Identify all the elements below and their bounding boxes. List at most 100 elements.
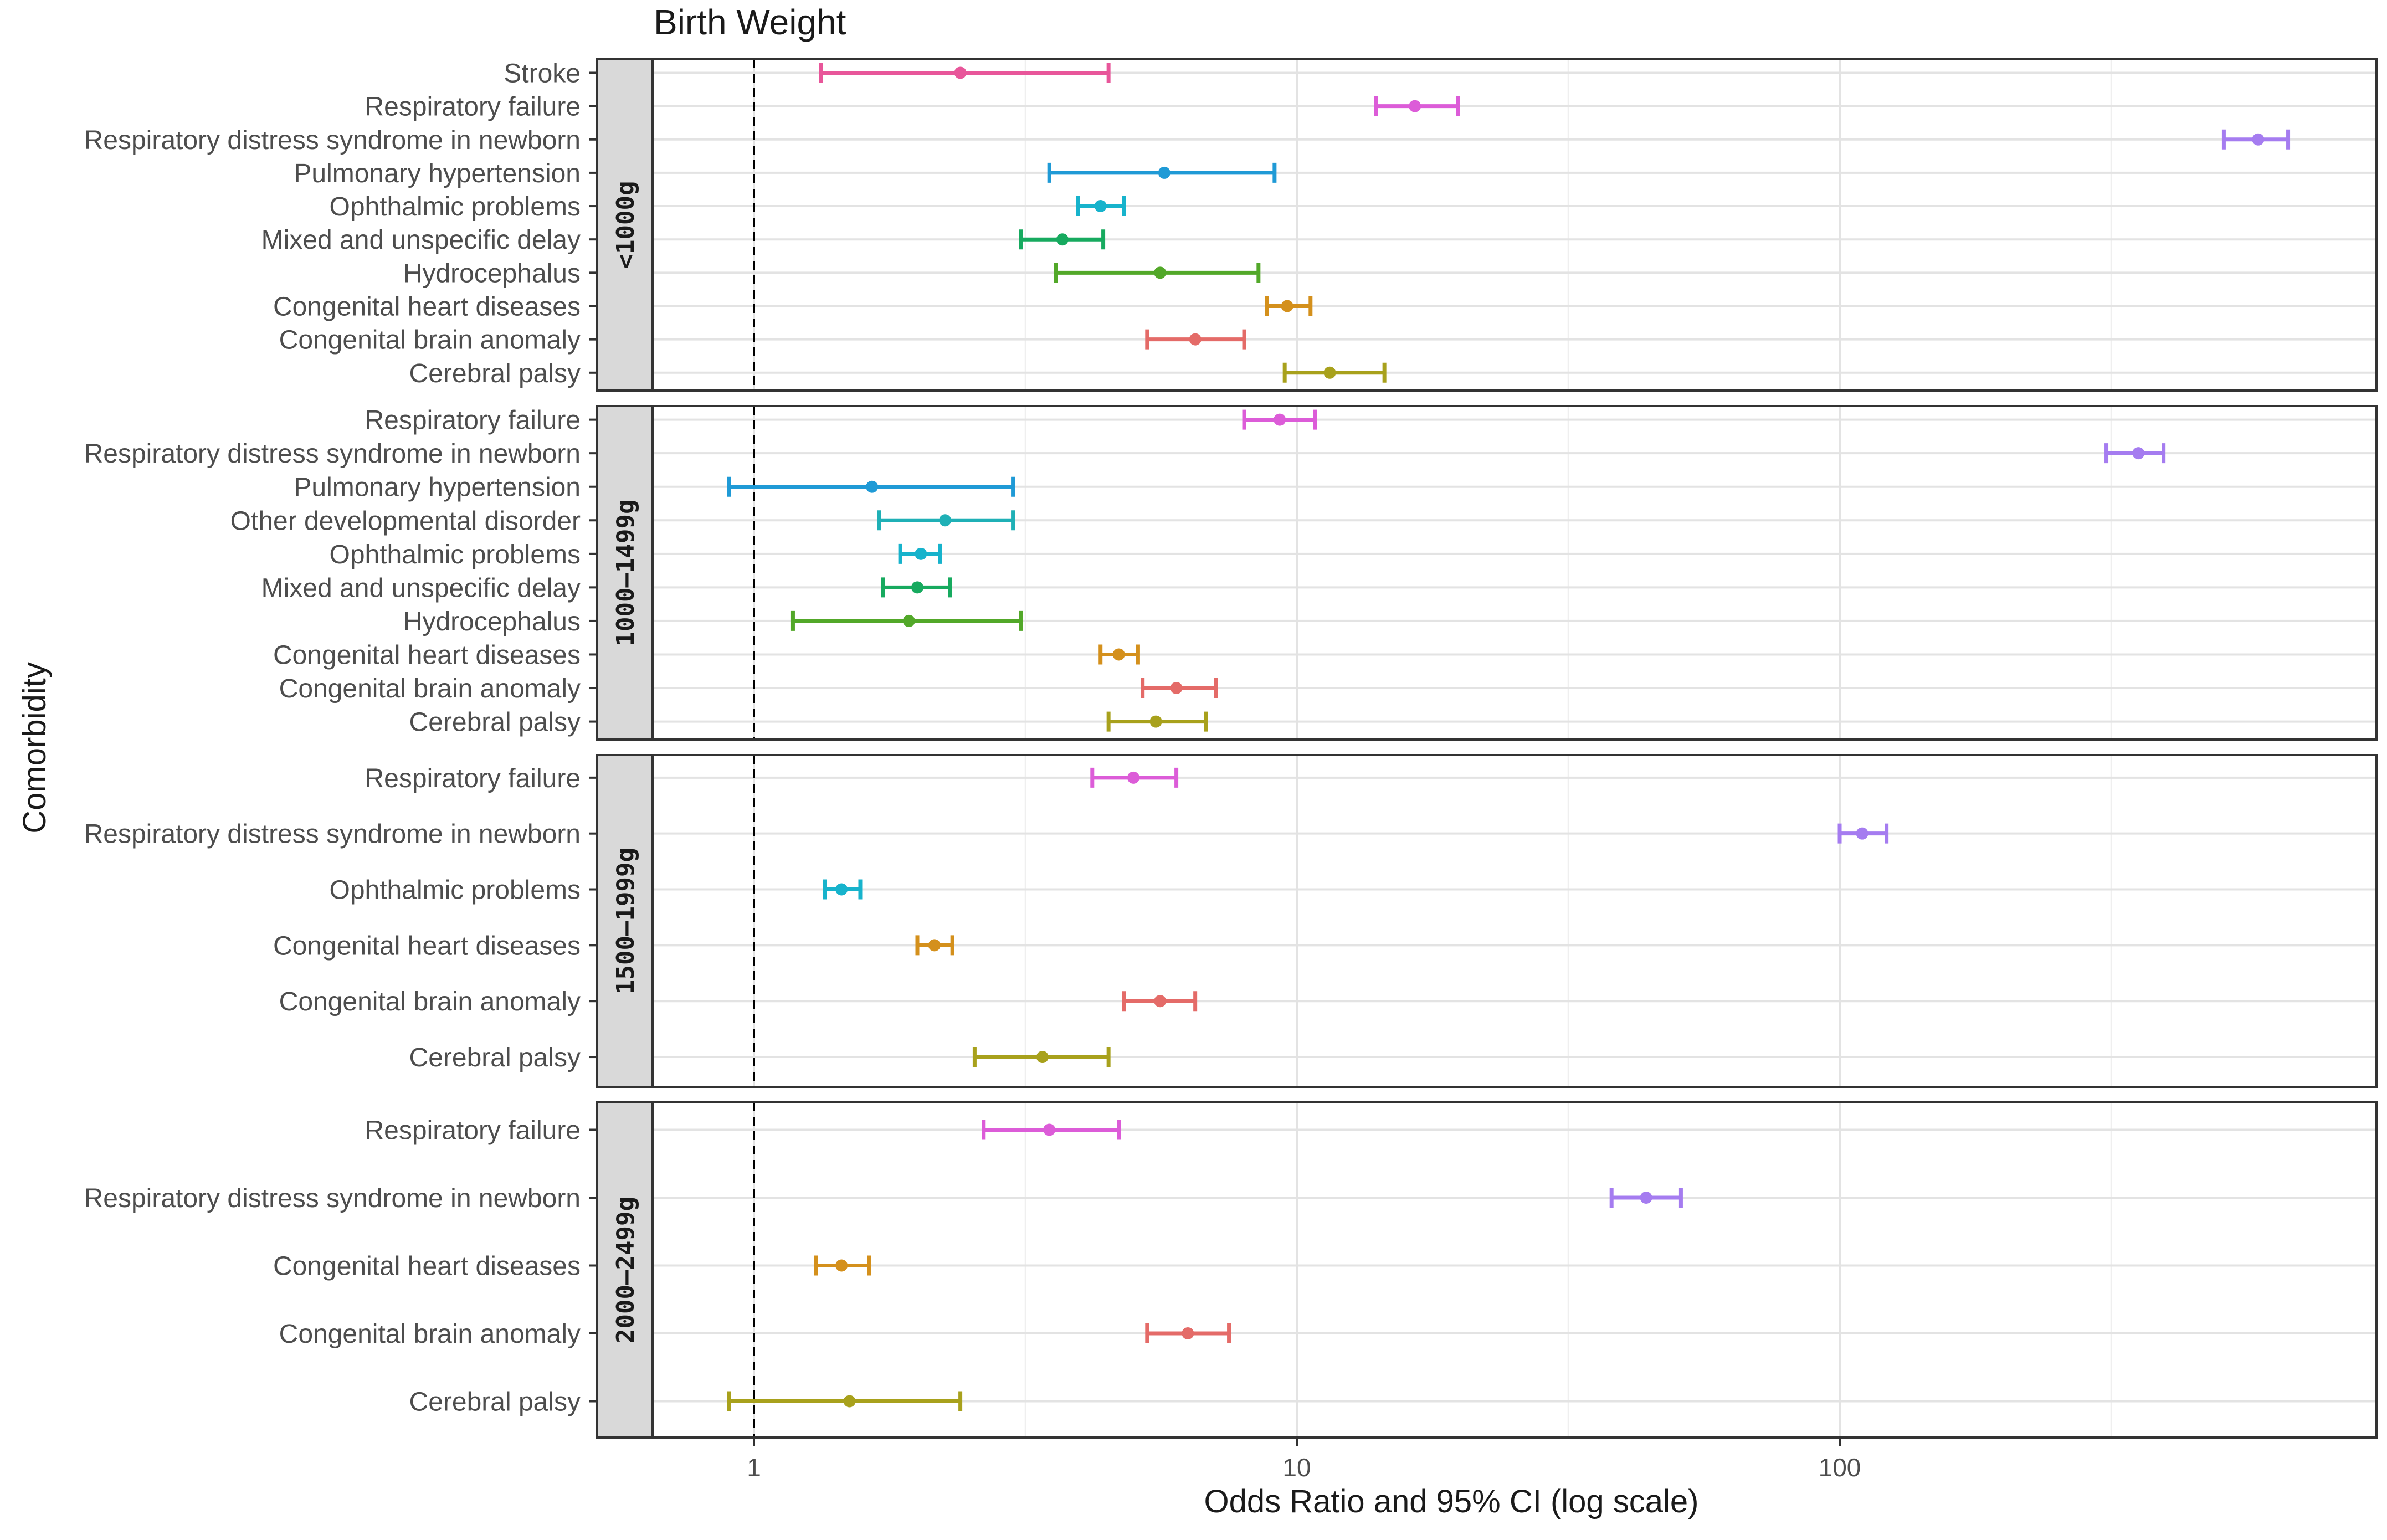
x-tick-label: 100 bbox=[1819, 1453, 1861, 1482]
y-tick-label: Stroke bbox=[504, 59, 581, 88]
y-tick-label: Congenital heart diseases bbox=[273, 931, 581, 961]
or-point bbox=[1281, 300, 1293, 312]
y-tick-label: Congenital brain anomaly bbox=[279, 326, 581, 355]
x-tick-label: 10 bbox=[1282, 1453, 1311, 1482]
y-tick-label: Hydrocephalus bbox=[403, 259, 581, 288]
or-row-respiratory-distress-syndrome-in-newborn bbox=[1837, 823, 1889, 844]
or-point bbox=[1056, 233, 1069, 246]
or-point bbox=[1149, 715, 1162, 728]
y-tick-label: Congenital heart diseases bbox=[273, 640, 581, 670]
y-tick-label: Congenital heart diseases bbox=[273, 1252, 581, 1281]
y-tick-label: Respiratory distress syndrome in newborn bbox=[84, 1184, 581, 1213]
y-tick-label: Respiratory distress syndrome in newborn bbox=[84, 439, 581, 469]
or-point bbox=[1856, 827, 1868, 840]
or-row-pulmonary-hypertension bbox=[727, 476, 1015, 497]
facet-strip bbox=[596, 1101, 654, 1439]
or-row-pulmonary-hypertension bbox=[1047, 162, 1277, 183]
or-row-congenital-brain-anomaly bbox=[1145, 329, 1246, 350]
or-row-congenital-brain-anomaly bbox=[1122, 991, 1198, 1012]
or-point bbox=[1158, 166, 1171, 179]
panel-background bbox=[653, 755, 2376, 1087]
or-point bbox=[866, 480, 879, 493]
facet-strip bbox=[596, 405, 654, 741]
or-row-ophthalmic-problems bbox=[898, 543, 942, 564]
or-point bbox=[843, 1395, 856, 1408]
panel-border bbox=[651, 58, 2378, 392]
or-point bbox=[939, 514, 952, 527]
or-point bbox=[911, 581, 924, 594]
y-tick-label: Respiratory failure bbox=[365, 1116, 581, 1146]
facet-strip-label: 1500–1999g bbox=[612, 848, 640, 994]
or-row-cerebral-palsy bbox=[1282, 362, 1387, 383]
y-tick-label: Respiratory failure bbox=[365, 406, 581, 435]
y-tick-label: Pulmonary hypertension bbox=[294, 473, 581, 502]
panel-background bbox=[653, 406, 2376, 740]
facet-panel-1: Stroke Respiratory failure Respiratory dis… bbox=[84, 58, 2378, 392]
y-axis-label: Comorbidity bbox=[17, 662, 53, 833]
or-point bbox=[1043, 1123, 1056, 1136]
or-point bbox=[1170, 682, 1183, 695]
or-row-respiratory-distress-syndrome-in-newborn bbox=[1609, 1188, 1683, 1208]
or-row-respiratory-failure bbox=[1374, 96, 1460, 116]
or-point bbox=[1112, 648, 1125, 661]
or-row-respiratory-failure bbox=[1090, 767, 1179, 788]
or-row-respiratory-failure bbox=[982, 1120, 1121, 1140]
y-tick-label: Ophthalmic problems bbox=[329, 192, 581, 222]
or-point bbox=[1274, 413, 1286, 426]
y-tick-label: Cerebral palsy bbox=[409, 359, 581, 388]
or-point bbox=[1323, 366, 1336, 379]
or-row-stroke bbox=[819, 63, 1111, 83]
or-point bbox=[1189, 333, 1202, 346]
or-row-mixed-and-unspecific-delay bbox=[881, 577, 952, 598]
y-tick-label: Mixed and unspecific delay bbox=[261, 225, 581, 255]
or-row-respiratory-failure bbox=[1242, 409, 1317, 430]
facets: Stroke Respiratory failure Respiratory dis… bbox=[84, 58, 2378, 1439]
panel-border bbox=[651, 405, 2378, 741]
or-row-congenital-heart-diseases bbox=[1098, 644, 1140, 665]
y-tick-label: Mixed and unspecific delay bbox=[261, 573, 581, 603]
facet-panel-4: Respiratory failure Respiratory distress … bbox=[84, 1101, 2378, 1439]
or-row-mixed-and-unspecific-delay bbox=[1019, 229, 1106, 250]
facet-strip-label: <1000g bbox=[612, 181, 640, 269]
y-tick-label: Hydrocephalus bbox=[403, 607, 581, 636]
y-tick-label: Pulmonary hypertension bbox=[294, 159, 581, 188]
facet-panel-3: Respiratory failure Respiratory distress … bbox=[84, 754, 2378, 1088]
y-tick-label: Respiratory distress syndrome in newborn bbox=[84, 126, 581, 155]
or-row-cerebral-palsy bbox=[972, 1047, 1111, 1067]
y-tick-label: Ophthalmic problems bbox=[329, 540, 581, 569]
or-point bbox=[2252, 133, 2265, 146]
or-point bbox=[1154, 266, 1167, 279]
or-point bbox=[928, 939, 941, 952]
or-row-respiratory-distress-syndrome-in-newborn bbox=[2221, 129, 2291, 150]
y-tick-label: Respiratory distress syndrome in newborn bbox=[84, 820, 581, 849]
or-row-other-developmental-disorder bbox=[877, 510, 1015, 531]
or-row-congenital-brain-anomaly bbox=[1141, 678, 1218, 699]
y-tick-label: Cerebral palsy bbox=[409, 708, 581, 737]
or-point bbox=[915, 547, 927, 560]
y-tick-label: Respiratory failure bbox=[365, 93, 581, 122]
y-tick-label: Other developmental disorder bbox=[230, 506, 581, 536]
or-row-cerebral-palsy bbox=[1106, 711, 1208, 732]
y-tick-label: Ophthalmic problems bbox=[329, 876, 581, 905]
or-row-respiratory-distress-syndrome-in-newborn bbox=[2104, 443, 2166, 464]
or-point bbox=[2132, 447, 2145, 460]
y-tick-label: Respiratory failure bbox=[365, 764, 581, 793]
or-row-ophthalmic-problems bbox=[1076, 196, 1126, 217]
x-axis: 1 10 100 bbox=[747, 1438, 1861, 1482]
panel-background bbox=[653, 59, 2376, 391]
or-point bbox=[835, 883, 848, 896]
or-point bbox=[1036, 1051, 1049, 1064]
or-point bbox=[1154, 995, 1167, 1008]
or-point bbox=[1640, 1192, 1652, 1204]
chart-title: Birth Weight bbox=[654, 2, 846, 42]
panel-border bbox=[651, 754, 2378, 1088]
or-point bbox=[1094, 200, 1107, 213]
facet-panel-2: Respiratory failure Respiratory distress … bbox=[84, 405, 2378, 741]
y-tick-label: Cerebral palsy bbox=[409, 1388, 581, 1417]
or-row-congenital-heart-diseases bbox=[915, 935, 954, 956]
or-point bbox=[954, 66, 967, 79]
panel-border bbox=[651, 1101, 2378, 1439]
panel-background bbox=[653, 1102, 2376, 1438]
or-point bbox=[835, 1259, 848, 1272]
